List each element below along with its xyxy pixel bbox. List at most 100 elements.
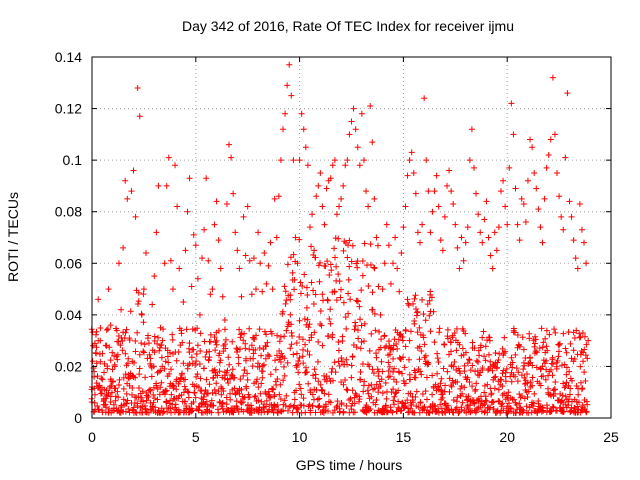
baseline-point bbox=[246, 325, 253, 332]
baseline-point bbox=[311, 329, 318, 336]
baseline-point bbox=[521, 380, 528, 387]
baseline-point bbox=[284, 359, 291, 366]
baseline-point bbox=[417, 399, 424, 406]
data-point bbox=[275, 193, 282, 200]
baseline-point bbox=[98, 375, 105, 382]
baseline-point bbox=[543, 343, 550, 350]
data-point bbox=[107, 322, 114, 329]
baseline-point bbox=[393, 341, 400, 348]
baseline-point bbox=[565, 329, 572, 336]
baseline-point bbox=[438, 387, 445, 394]
baseline-point bbox=[170, 385, 177, 392]
data-point bbox=[392, 234, 399, 241]
baseline-point bbox=[450, 396, 457, 403]
baseline-point bbox=[305, 380, 312, 387]
baseline-point bbox=[352, 319, 359, 326]
baseline-point bbox=[180, 360, 187, 367]
data-point bbox=[379, 286, 386, 293]
baseline-point bbox=[296, 354, 303, 361]
baseline-point bbox=[140, 319, 147, 326]
baseline-point bbox=[253, 378, 260, 385]
baseline-point bbox=[520, 366, 527, 373]
baseline-point bbox=[378, 376, 385, 383]
baseline-point bbox=[238, 386, 245, 393]
baseline-point bbox=[512, 373, 519, 380]
baseline-point bbox=[186, 340, 193, 347]
baseline-point bbox=[252, 346, 259, 353]
baseline-point bbox=[456, 341, 463, 348]
baseline-point bbox=[281, 372, 288, 379]
data-point bbox=[333, 211, 340, 218]
baseline-point bbox=[574, 403, 581, 410]
baseline-point bbox=[424, 396, 431, 403]
baseline-point bbox=[270, 386, 277, 393]
data-point bbox=[149, 301, 156, 308]
x-tick-label: 0 bbox=[88, 429, 96, 445]
data-point bbox=[406, 157, 413, 164]
baseline-point bbox=[134, 400, 141, 407]
baseline-point bbox=[500, 349, 507, 356]
baseline-point bbox=[206, 381, 213, 388]
data-point bbox=[279, 126, 286, 133]
baseline-point bbox=[140, 398, 147, 405]
baseline-point bbox=[372, 401, 379, 408]
baseline-point bbox=[383, 409, 390, 416]
baseline-point bbox=[150, 391, 157, 398]
baseline-point bbox=[325, 333, 332, 340]
data-point bbox=[448, 188, 455, 195]
baseline-point bbox=[302, 364, 309, 371]
baseline-point bbox=[356, 396, 363, 403]
baseline-point bbox=[449, 334, 456, 341]
data-point bbox=[134, 84, 141, 91]
data-point bbox=[203, 175, 210, 182]
baseline-point bbox=[583, 398, 590, 405]
data-point bbox=[408, 149, 415, 156]
baseline-point bbox=[101, 369, 108, 376]
data-point bbox=[419, 221, 426, 228]
baseline-point bbox=[316, 395, 323, 402]
data-point bbox=[556, 193, 563, 200]
baseline-point bbox=[390, 355, 397, 362]
y-tick-labels: 0 0.02 0.04 0.06 0.08 0.1 0.12 0.14 bbox=[55, 49, 82, 426]
data-point bbox=[585, 337, 592, 344]
baseline-point bbox=[404, 397, 411, 404]
data-point bbox=[529, 144, 536, 151]
baseline-point bbox=[445, 351, 452, 358]
baseline-point bbox=[219, 405, 226, 412]
baseline-point bbox=[353, 344, 360, 351]
baseline-point bbox=[390, 386, 397, 393]
baseline-point bbox=[250, 355, 257, 362]
baseline-point bbox=[139, 388, 146, 395]
data-point bbox=[574, 265, 581, 272]
baseline-point bbox=[526, 404, 533, 411]
baseline-point bbox=[227, 396, 234, 403]
baseline-point bbox=[571, 356, 578, 363]
baseline-point bbox=[492, 350, 499, 357]
data-point bbox=[180, 298, 187, 305]
baseline-point bbox=[176, 378, 183, 385]
baseline-point bbox=[447, 338, 454, 345]
data-point bbox=[429, 208, 436, 215]
baseline-point bbox=[560, 330, 567, 337]
baseline-point bbox=[464, 360, 471, 367]
data-point bbox=[473, 190, 480, 197]
baseline-point bbox=[412, 393, 419, 400]
baseline-point bbox=[467, 367, 474, 374]
baseline-point bbox=[268, 330, 275, 337]
baseline-point bbox=[169, 336, 176, 343]
data-point bbox=[360, 157, 367, 164]
baseline-point bbox=[413, 388, 420, 395]
data-point bbox=[477, 229, 484, 236]
baseline-point bbox=[579, 385, 586, 392]
baseline-point bbox=[378, 336, 385, 343]
data-point bbox=[564, 90, 571, 97]
data-point bbox=[194, 275, 201, 282]
baseline-point bbox=[115, 394, 122, 401]
baseline-point bbox=[293, 387, 300, 394]
baseline-point bbox=[280, 401, 287, 408]
data-point bbox=[470, 164, 477, 171]
baseline-point bbox=[108, 389, 115, 396]
baseline-point bbox=[107, 398, 114, 405]
data-point bbox=[242, 252, 249, 259]
baseline-point bbox=[198, 387, 205, 394]
